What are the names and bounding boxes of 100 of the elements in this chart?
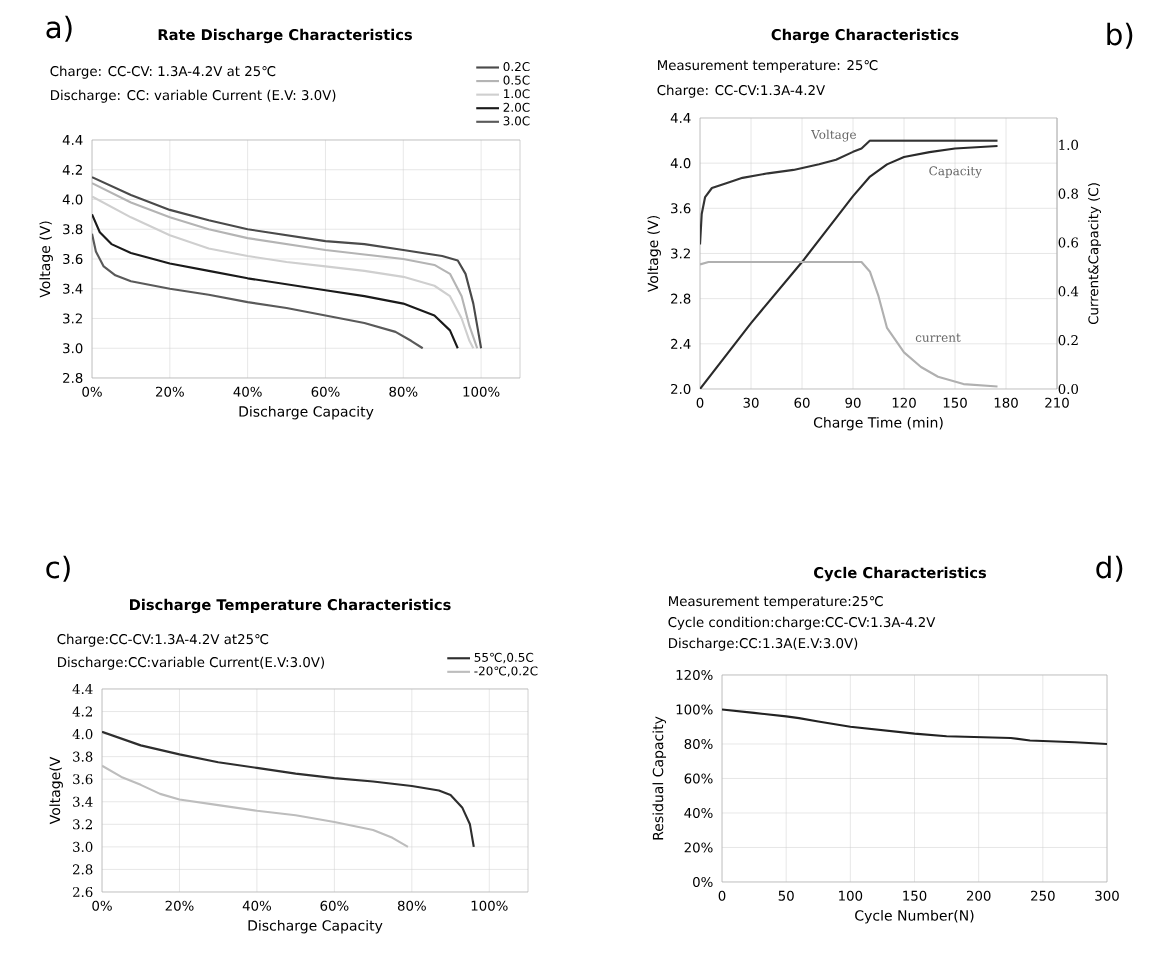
legend-label: 0.5C bbox=[503, 75, 530, 85]
x-tick-label: 100% bbox=[463, 386, 500, 397]
text: Discharge:CC:variable Current(E.V:3.0V) bbox=[58, 656, 324, 670]
x-tick-label: 60 bbox=[794, 397, 810, 408]
x-tick-label: 30 bbox=[743, 397, 759, 408]
y-tick-label: 3.8 bbox=[63, 224, 83, 235]
x-tick-label: 100 bbox=[839, 890, 863, 901]
y-tick-label: 2.8 bbox=[72, 864, 93, 875]
y-tick-label: 20% bbox=[684, 842, 713, 853]
x-tick-label: 0% bbox=[92, 900, 112, 911]
y-tick-label: 2.8 bbox=[63, 372, 83, 384]
text: Discharge:CC:1.3A(E.V:3.0V) bbox=[669, 637, 858, 651]
x-tick-label: 60% bbox=[320, 900, 349, 911]
y-tick-label: 3.6 bbox=[73, 774, 93, 785]
y-tick-label: 2.8 bbox=[671, 293, 691, 304]
y-axis-title: Voltage (V) bbox=[39, 221, 53, 298]
x-tick-label: 250 bbox=[1031, 890, 1055, 901]
x-tick-label: 80% bbox=[389, 386, 418, 397]
y-tick-label: 40% bbox=[684, 807, 713, 819]
text: a) bbox=[46, 15, 72, 42]
x-tick-label: 80% bbox=[397, 900, 426, 911]
y2-tick-label: 0.4 bbox=[1058, 286, 1079, 297]
x-tick-label: 120 bbox=[892, 397, 916, 408]
y-tick-label: 4.0 bbox=[62, 194, 83, 205]
text: d) bbox=[1096, 555, 1123, 582]
legend-label: 3.0C bbox=[503, 116, 530, 126]
y2-tick-label: 0.0 bbox=[1058, 383, 1079, 395]
legend-label: 2.0C bbox=[503, 102, 530, 112]
x-tick-label: 300 bbox=[1095, 890, 1119, 901]
y2-tick-label: 0.6 bbox=[1058, 237, 1079, 248]
y-axis-title: Voltage (V) bbox=[647, 215, 661, 293]
y-axis-title: Voltage(V bbox=[49, 756, 63, 825]
text: Discharge: CC: variable Current (E.V: 3.0V) bbox=[51, 89, 336, 103]
x-tick-label: 210 bbox=[1045, 397, 1069, 408]
x-tick-label: 150 bbox=[943, 397, 967, 408]
x-tick-label: 50 bbox=[778, 890, 794, 901]
chart-subtitle: Measurement temperature:25℃ bbox=[669, 596, 883, 609]
y-tick-label: 3.2 bbox=[73, 819, 92, 830]
y-tick-label: 4.2 bbox=[62, 164, 82, 175]
chart-title: Discharge Temperature Characteristics bbox=[130, 598, 451, 614]
y-tick-label: 80% bbox=[684, 738, 713, 750]
y-tick-label: 4.0 bbox=[72, 729, 93, 740]
legend-label: 0.2C bbox=[503, 62, 530, 72]
legend-label: 1.0C bbox=[504, 89, 530, 99]
y-tick-label: 60% bbox=[684, 773, 713, 784]
x-axis-title: Discharge Capacity bbox=[239, 405, 374, 420]
y-tick-label: 3.0 bbox=[63, 343, 83, 354]
y-tick-label: 3.4 bbox=[73, 796, 93, 807]
x-tick-label: 60% bbox=[311, 386, 340, 397]
y2-tick-label: 1.0 bbox=[1059, 139, 1079, 150]
y-tick-label: 4.4 bbox=[62, 135, 83, 145]
chart-subtitle: Charge: CC-CV: 1.3A-4.2V at 25℃ bbox=[50, 65, 276, 79]
y-tick-label: 100% bbox=[676, 704, 713, 715]
y-tick-label: 3.6 bbox=[671, 203, 691, 214]
y-tick-label: 0% bbox=[693, 876, 713, 888]
x-tick-label: 20% bbox=[165, 900, 194, 911]
line-series bbox=[102, 730, 475, 848]
y2-axis-title: Current&Capacity (C) bbox=[1088, 183, 1101, 325]
text: Charge: CC-CV:1.3A-4.2V bbox=[657, 84, 826, 98]
y-tick-label: 3.0 bbox=[73, 841, 93, 852]
y-tick-label: 3.6 bbox=[63, 253, 83, 265]
chart-subtitle: Charge:CC-CV:1.3A-4.2V at25℃ bbox=[57, 633, 269, 647]
x-tick-label: 180 bbox=[994, 397, 1018, 408]
y-tick-label: 120% bbox=[676, 669, 713, 681]
x-tick-label: 200 bbox=[966, 890, 991, 901]
legend-label: -20℃,0.2C bbox=[474, 666, 538, 677]
line-series bbox=[700, 144, 999, 389]
y-tick-label: 3.4 bbox=[63, 283, 83, 294]
text: c) bbox=[46, 555, 70, 582]
text: Cycle condition:charge:CC-CV:1.3A-4.2V bbox=[668, 616, 936, 630]
y-tick-label: 4.4 bbox=[72, 683, 93, 695]
x-tick-label: 40% bbox=[233, 386, 262, 397]
x-axis-title: Discharge Capacity bbox=[248, 919, 383, 934]
chart-subtitle: Measurement temperature: 25℃ bbox=[658, 60, 878, 73]
y-tick-label: 2.6 bbox=[72, 886, 93, 898]
x-tick-label: 90 bbox=[845, 397, 861, 408]
y-tick-label: 3.2 bbox=[671, 248, 690, 259]
y2-tick-label: 0.2 bbox=[1058, 335, 1078, 346]
y-tick-label: 2.0 bbox=[671, 383, 691, 395]
chart-title: Rate Discharge Characteristics bbox=[158, 28, 412, 44]
line-series bbox=[102, 764, 410, 848]
legend-label: 55℃,0.5C bbox=[474, 652, 534, 664]
x-axis-title: Cycle Number(N) bbox=[855, 909, 974, 924]
x-tick-label: 150 bbox=[903, 890, 927, 901]
y-tick-label: 4.0 bbox=[670, 158, 691, 169]
y-axis-title: Residual Capacity bbox=[652, 716, 667, 840]
x-tick-label: 20% bbox=[155, 386, 184, 397]
x-tick-label: 100% bbox=[471, 900, 508, 911]
chart-title: Charge Characteristics bbox=[771, 28, 959, 44]
x-tick-label: 0% bbox=[82, 386, 102, 397]
y-tick-label: 3.8 bbox=[73, 751, 93, 762]
y2-tick-label: 0.8 bbox=[1058, 188, 1079, 199]
chart-title: Cycle Characteristics bbox=[814, 566, 987, 582]
text: b) bbox=[1107, 22, 1133, 49]
series-label: Capacity bbox=[929, 166, 982, 178]
x-axis-title: Charge Time (min) bbox=[813, 416, 943, 431]
x-tick-label: 0 bbox=[696, 397, 704, 408]
series-label: Voltage bbox=[811, 129, 856, 142]
y-tick-label: 4.4 bbox=[670, 113, 691, 123]
x-tick-label: 40% bbox=[242, 900, 271, 911]
